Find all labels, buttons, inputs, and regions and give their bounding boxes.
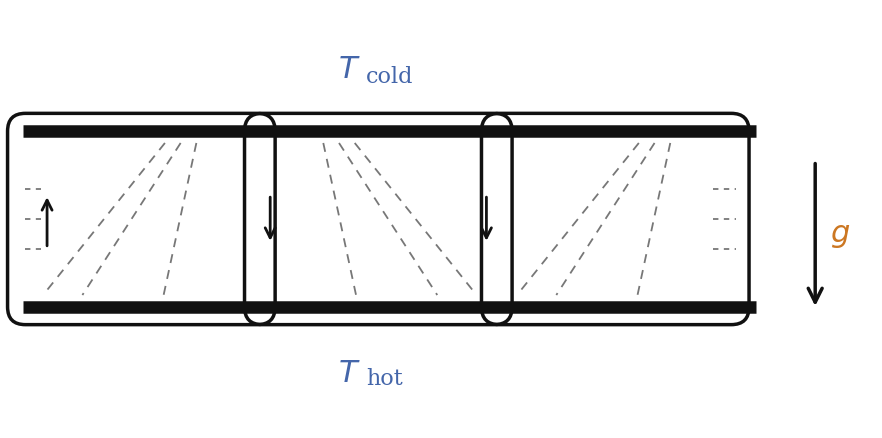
Text: hot: hot xyxy=(366,368,403,390)
Text: cold: cold xyxy=(366,66,414,88)
Text: $T$: $T$ xyxy=(339,54,361,85)
Text: $T$: $T$ xyxy=(339,357,361,389)
Text: $g$: $g$ xyxy=(830,219,850,250)
